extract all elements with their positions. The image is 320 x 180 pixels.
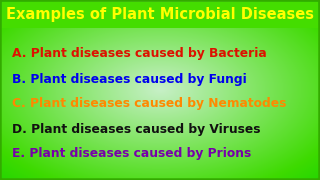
Text: D. Plant diseases caused by Viruses: D. Plant diseases caused by Viruses: [12, 123, 260, 136]
Text: B. Plant diseases caused by Fungi: B. Plant diseases caused by Fungi: [12, 73, 247, 86]
Text: A. Plant diseases caused by Bacteria: A. Plant diseases caused by Bacteria: [12, 46, 267, 60]
Text: Examples of Plant Microbial Diseases: Examples of Plant Microbial Diseases: [6, 8, 314, 22]
Bar: [2, 2, 318, 28]
Text: C. Plant diseases caused by Nematodes: C. Plant diseases caused by Nematodes: [12, 98, 286, 111]
Text: E. Plant diseases caused by Prions: E. Plant diseases caused by Prions: [12, 147, 251, 161]
